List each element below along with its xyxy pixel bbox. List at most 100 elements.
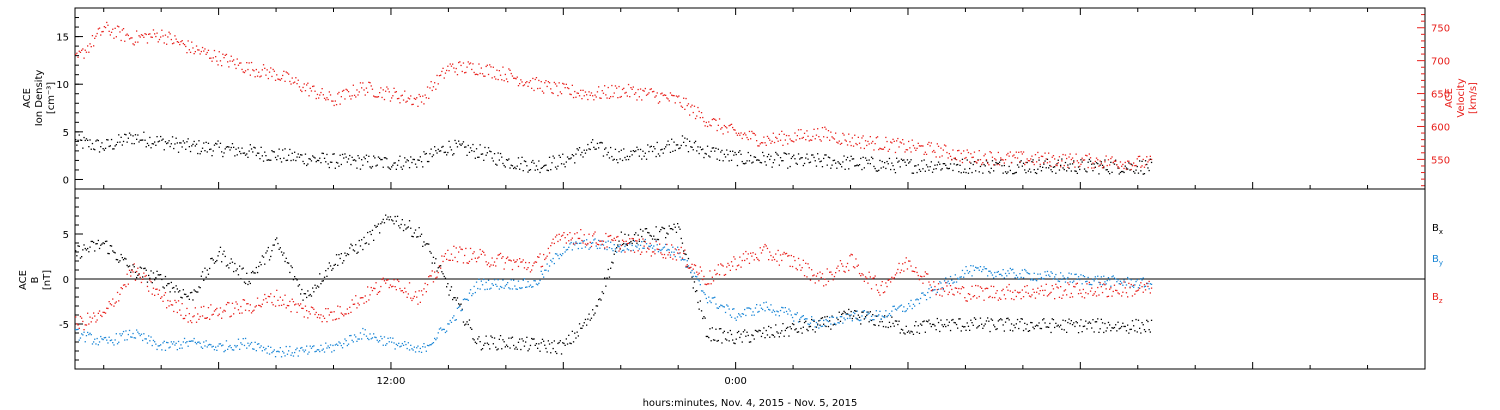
velocity-point xyxy=(726,127,728,129)
by-point xyxy=(657,251,660,253)
bz-point xyxy=(423,288,425,290)
by-point xyxy=(566,248,569,251)
by-point xyxy=(319,350,321,353)
bz-point xyxy=(659,243,661,245)
density-point xyxy=(447,151,449,154)
bz-point xyxy=(679,252,681,254)
by-point xyxy=(333,349,335,352)
bz-point xyxy=(572,243,575,245)
by-point xyxy=(152,339,155,342)
velocity-point xyxy=(460,64,462,67)
density-point xyxy=(490,151,492,153)
bz-point xyxy=(395,289,397,291)
density-point xyxy=(322,152,324,155)
by-point xyxy=(1025,270,1027,272)
velocity-point xyxy=(461,70,463,73)
velocity-point xyxy=(308,95,310,97)
density-point xyxy=(1113,163,1116,165)
by-point xyxy=(461,309,463,311)
density-point xyxy=(369,166,371,168)
bz-point xyxy=(698,272,700,274)
density-point xyxy=(1092,170,1094,172)
density-point xyxy=(1081,161,1083,163)
velocity-point xyxy=(205,53,207,55)
velocity-point xyxy=(735,132,737,134)
by-point xyxy=(268,353,271,355)
bx-point xyxy=(645,228,648,230)
velocity-point xyxy=(903,143,905,145)
density-point xyxy=(466,154,468,156)
bx-point xyxy=(714,339,716,341)
bx-point xyxy=(592,309,594,311)
bx-point xyxy=(352,249,354,251)
velocity-point xyxy=(691,104,693,106)
bx-point xyxy=(229,262,231,264)
density-point xyxy=(799,158,801,160)
density-point xyxy=(982,172,984,174)
bz-point xyxy=(654,253,656,255)
density-point xyxy=(125,134,127,136)
velocity-point xyxy=(79,51,82,53)
by-point xyxy=(140,333,143,335)
bz-point xyxy=(1116,289,1118,292)
density-point xyxy=(988,170,990,173)
by-point xyxy=(213,349,216,351)
bz-point xyxy=(209,318,211,320)
by-point xyxy=(1147,282,1149,285)
velocity-point xyxy=(673,95,675,97)
bz-point xyxy=(90,321,92,323)
velocity-point xyxy=(1146,156,1148,158)
velocity-point xyxy=(671,94,673,96)
velocity-point xyxy=(320,91,322,94)
bz-point xyxy=(140,281,143,284)
bz-point xyxy=(966,300,968,302)
velocity-point xyxy=(912,144,915,147)
bz-point xyxy=(322,315,324,317)
by-point xyxy=(401,342,403,345)
by-point xyxy=(820,325,822,328)
by-point xyxy=(1100,276,1102,278)
by-point xyxy=(456,307,459,309)
bz-point xyxy=(991,296,994,299)
by-point xyxy=(936,291,938,293)
bz-point xyxy=(1063,290,1065,292)
velocity-point xyxy=(1139,155,1141,157)
density-point xyxy=(957,163,959,166)
bz-point xyxy=(876,289,879,291)
velocity-point xyxy=(1073,161,1075,164)
bz-point xyxy=(535,261,538,263)
density-point xyxy=(1101,164,1104,166)
bx-point xyxy=(563,342,565,345)
by-point xyxy=(543,276,545,278)
velocity-point xyxy=(771,140,773,142)
bx-point xyxy=(253,272,255,274)
bz-point xyxy=(112,298,114,300)
velocity-point xyxy=(533,89,535,92)
by-point xyxy=(602,244,605,246)
bz-point xyxy=(757,258,759,260)
bx-point xyxy=(450,286,453,288)
velocity-point xyxy=(290,83,292,85)
bx-point xyxy=(929,323,931,325)
by-point xyxy=(533,280,535,282)
bx-point xyxy=(915,321,917,323)
velocity-point xyxy=(851,137,853,139)
bx-point xyxy=(925,320,928,322)
velocity-point xyxy=(921,145,923,147)
velocity-point xyxy=(264,67,266,69)
bz-point xyxy=(1036,291,1038,293)
density-point xyxy=(446,154,448,156)
density-point xyxy=(995,161,997,164)
bx-point xyxy=(1037,325,1039,327)
bx-point xyxy=(1077,332,1080,334)
bx-point xyxy=(294,276,296,278)
velocity-point xyxy=(351,95,353,97)
bz-point xyxy=(808,267,810,269)
bx-point xyxy=(142,276,144,278)
bx-point xyxy=(288,262,290,264)
by-point xyxy=(582,240,584,242)
velocity-point xyxy=(1087,166,1089,169)
density-point xyxy=(691,146,693,148)
density-point xyxy=(435,150,437,152)
bz-point xyxy=(684,249,686,251)
